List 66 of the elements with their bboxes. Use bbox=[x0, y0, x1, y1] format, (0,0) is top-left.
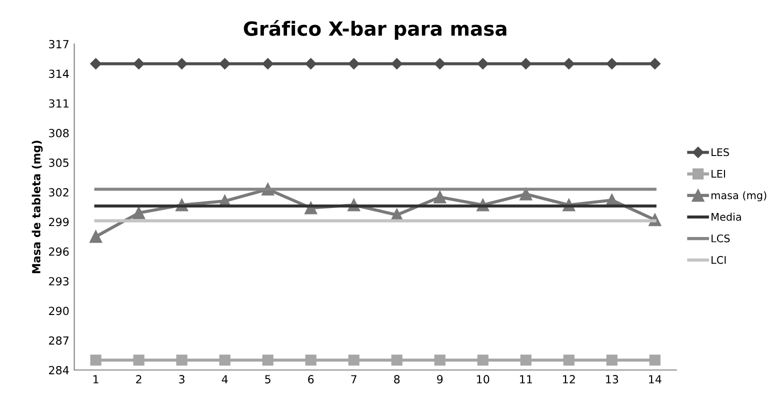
point bbox=[434, 354, 446, 366]
point bbox=[477, 354, 488, 366]
chart-title: Gráfico X-bar para masa bbox=[244, 20, 506, 40]
y-tick-label: 317 bbox=[49, 40, 68, 48]
x-tick-label: 4 bbox=[222, 375, 228, 384]
y-tick-label: 293 bbox=[49, 277, 69, 286]
point bbox=[262, 58, 274, 70]
point bbox=[262, 354, 274, 366]
legend-label: Media bbox=[712, 212, 741, 221]
legend-label: LES bbox=[712, 148, 729, 156]
point bbox=[520, 354, 532, 366]
legend-label: LCS bbox=[712, 234, 730, 242]
point bbox=[348, 354, 360, 366]
y-tick-label: 284 bbox=[49, 366, 69, 374]
point bbox=[477, 58, 488, 70]
x-tick-label: 8 bbox=[394, 375, 400, 384]
point bbox=[391, 58, 402, 70]
point bbox=[90, 58, 102, 70]
x-tick-label: 14 bbox=[649, 375, 662, 384]
point bbox=[606, 58, 618, 70]
x-tick-label: 1 bbox=[93, 375, 98, 384]
point bbox=[219, 354, 230, 366]
y-tick-label: 302 bbox=[49, 188, 68, 197]
y-axis-title: Masa de tableta (mg) bbox=[32, 140, 43, 274]
point bbox=[133, 354, 144, 366]
point bbox=[133, 58, 144, 70]
point bbox=[434, 190, 446, 204]
y-tick-label: 314 bbox=[49, 70, 69, 78]
legend-label: masa (mg) bbox=[712, 191, 766, 202]
x-tick-label: 11 bbox=[520, 375, 532, 384]
point bbox=[563, 58, 575, 70]
x-tick-label: 2 bbox=[136, 375, 142, 384]
x-tick-label: 7 bbox=[351, 375, 356, 384]
point bbox=[132, 206, 146, 220]
point bbox=[520, 58, 532, 70]
point bbox=[563, 354, 574, 366]
y-tick-label: 305 bbox=[49, 158, 68, 167]
point bbox=[90, 354, 102, 366]
y-tick-label: 290 bbox=[49, 306, 69, 316]
x-tick-label: 9 bbox=[437, 375, 443, 384]
point bbox=[434, 58, 446, 70]
point bbox=[90, 230, 102, 243]
x-tick-label: 12 bbox=[563, 375, 575, 384]
x-tick-label: 3 bbox=[179, 375, 184, 384]
y-tick-label: 308 bbox=[49, 128, 69, 138]
point bbox=[305, 354, 316, 366]
y-tick-label: 299 bbox=[49, 218, 69, 226]
point bbox=[649, 354, 660, 366]
x-tick-label: 10 bbox=[477, 375, 490, 384]
point bbox=[219, 58, 230, 70]
point bbox=[520, 188, 532, 200]
legend-label: LCI bbox=[712, 256, 726, 264]
legend-label: LEI bbox=[712, 170, 726, 178]
x-tick-label: 5 bbox=[265, 375, 270, 384]
point bbox=[391, 354, 402, 366]
point bbox=[176, 58, 188, 70]
y-tick-label: 296 bbox=[49, 247, 69, 256]
point bbox=[606, 354, 618, 366]
point bbox=[649, 58, 661, 70]
x-tick-label: 13 bbox=[606, 375, 618, 384]
point bbox=[305, 58, 316, 70]
point bbox=[176, 354, 188, 366]
y-tick-label: 287 bbox=[49, 336, 68, 345]
point bbox=[348, 58, 360, 70]
x-tick-label: 6 bbox=[308, 375, 314, 384]
y-tick-label: 311 bbox=[49, 99, 68, 108]
